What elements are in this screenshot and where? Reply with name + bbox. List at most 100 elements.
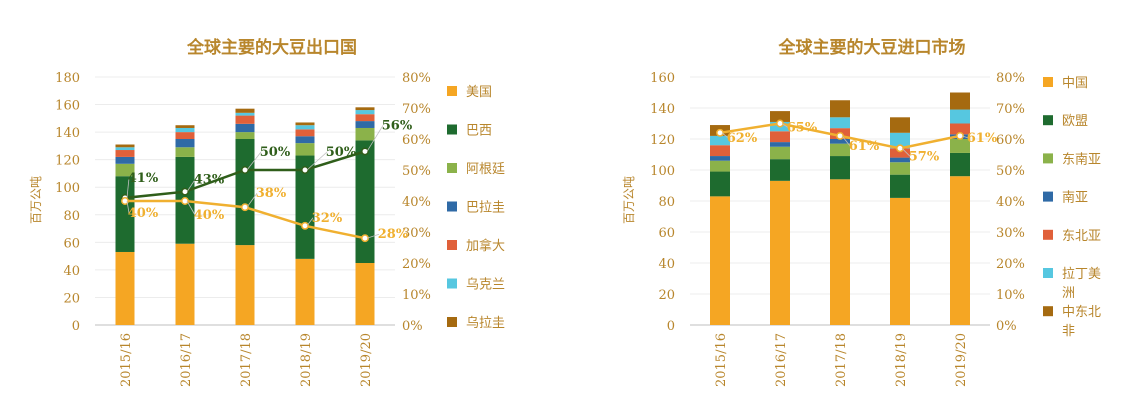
- legend-swatch: [1043, 229, 1053, 240]
- y-tick-label: 0: [667, 319, 675, 334]
- data-label: 50%: [326, 145, 357, 160]
- share-point: [896, 144, 904, 153]
- bar-segment: [115, 163, 135, 177]
- bar-segment: [295, 136, 315, 144]
- y-tick-label: 20: [658, 288, 675, 303]
- share-point: [181, 197, 189, 205]
- chart-importers: 0 20 40 60 80 100 120 140 160 0% 10% 20% 30% 40% 50% 60…: [650, 71, 1101, 387]
- bar-segment: [890, 117, 910, 133]
- x-tick-label: 2017/18: [239, 333, 254, 387]
- legend-swatch: [1043, 306, 1053, 317]
- y2-tick-label: 0%: [996, 319, 1017, 334]
- y-tick-label: 60: [63, 236, 80, 251]
- bar-segment: [950, 139, 970, 153]
- legend-label: 东南亚: [1062, 151, 1101, 167]
- legend-swatch: [447, 317, 457, 327]
- bar-segment: [890, 157, 910, 163]
- y-tick-label: 100: [650, 164, 675, 179]
- bar-segment: [710, 145, 730, 157]
- y-tick-label: 40: [63, 264, 80, 279]
- bar-segment: [950, 152, 970, 177]
- legend-swatch: [1043, 191, 1053, 202]
- bar-segment: [115, 156, 135, 164]
- legend-label: 中东北: [1062, 305, 1101, 320]
- data-label: 43%: [194, 173, 225, 188]
- bar-segment: [830, 143, 850, 157]
- x-tick-label: 2019/20: [954, 333, 969, 387]
- bar-segment: [830, 179, 850, 325]
- x-tick-label: 2016/17: [179, 333, 194, 387]
- y-tick-label: 140: [650, 102, 675, 117]
- data-label: 28%: [378, 227, 409, 242]
- data-label: 41%: [128, 171, 159, 186]
- bar-segment: [950, 92, 970, 110]
- share-point: [361, 147, 369, 156]
- y2-tick-label: 0%: [402, 319, 423, 334]
- data-label: 32%: [312, 211, 343, 226]
- y2-tick-label: 20%: [402, 257, 431, 272]
- y-tick-label: 80: [658, 195, 675, 210]
- legend-swatch: [447, 124, 457, 135]
- data-label: 57%: [909, 149, 940, 164]
- bar-segment: [235, 123, 255, 133]
- bar-segment: [355, 121, 375, 128]
- legend-label: 巴西: [466, 124, 492, 139]
- data-label-leader: [366, 233, 380, 239]
- legend-swatch: [447, 240, 457, 250]
- y2-tick-label: 70%: [402, 102, 431, 117]
- share-point: [241, 203, 249, 212]
- bar-segment: [235, 115, 255, 124]
- bar-segment: [295, 129, 315, 137]
- share-point: [716, 128, 724, 137]
- bar-segment: [175, 243, 195, 325]
- legend-label-cont: 非: [1062, 324, 1075, 339]
- x-tick-label: 2017/18: [834, 333, 849, 387]
- legend-label: 拉丁美: [1062, 267, 1101, 282]
- bar-segment: [295, 258, 315, 325]
- y2-tick-label: 50%: [402, 164, 431, 179]
- bar-segment: [115, 150, 135, 157]
- share-point: [301, 166, 309, 174]
- data-label-leader: [901, 148, 911, 157]
- data-label-leader: [246, 192, 258, 208]
- share-point: [776, 119, 784, 128]
- legend-label: 欧盟: [1062, 114, 1088, 129]
- bar-segment: [950, 176, 970, 325]
- bar-segment: [355, 263, 375, 325]
- bar-segment: [710, 160, 730, 172]
- chart-exporters: 0 20 40 60 80 100 120 140 160 180 0% 10% 20% 30% 40% 50…: [55, 71, 505, 387]
- legend-swatch: [447, 163, 457, 173]
- y2-tick-label: 60%: [402, 133, 431, 148]
- x-tick-label: 2018/19: [894, 333, 909, 387]
- bar-segment: [175, 147, 195, 157]
- y2-tick-label: 10%: [402, 288, 431, 303]
- data-label-leader: [841, 135, 851, 147]
- legend-label-cont: 洲: [1062, 286, 1075, 301]
- data-label-leader: [126, 200, 130, 214]
- bar-segment: [355, 107, 375, 111]
- bar-segment: [235, 108, 255, 113]
- y-tick-label: 120: [55, 154, 80, 169]
- data-label: 40%: [128, 206, 159, 221]
- bar-segment: [115, 144, 135, 148]
- y2-tick-label: 40%: [996, 195, 1025, 210]
- data-label-leader: [246, 151, 262, 171]
- bar-segment: [175, 127, 195, 133]
- bar-segment: [235, 132, 255, 139]
- legend-swatch: [1043, 115, 1053, 126]
- data-label-leader: [961, 135, 969, 139]
- legend-swatch: [447, 201, 457, 212]
- bar-segment: [950, 123, 970, 135]
- data-label-leader: [186, 179, 196, 192]
- y2-tick-label: 80%: [996, 71, 1025, 86]
- bar-segment: [830, 156, 850, 180]
- bar-segment: [770, 111, 790, 122]
- y-tick-label: 140: [55, 126, 80, 141]
- share-point: [121, 197, 129, 205]
- data-label: 38%: [256, 186, 287, 201]
- bar-segment: [890, 148, 910, 158]
- bar-segment: [770, 142, 790, 147]
- data-label-leader: [366, 125, 384, 152]
- bar-segment: [355, 110, 375, 115]
